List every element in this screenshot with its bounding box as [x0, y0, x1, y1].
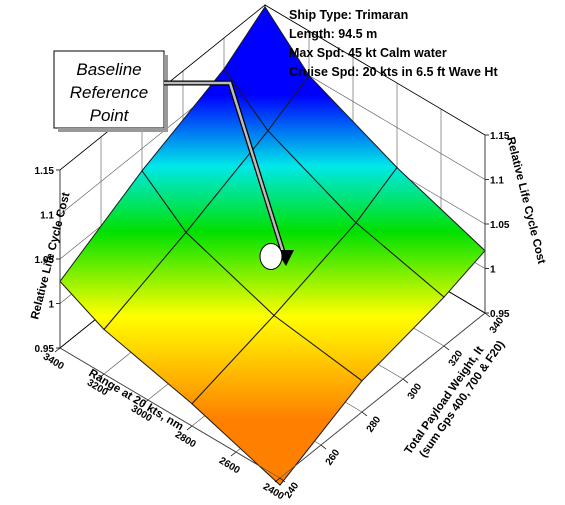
y-tick-mark [279, 477, 286, 483]
ship-type: Ship Type: Trimaran [289, 8, 408, 22]
z-tick-label-right: 1.1 [490, 176, 504, 187]
z-tick-label-right: 0.95 [490, 309, 510, 320]
callout-shadow-bottom [58, 128, 168, 132]
ship-info: Ship Type: Trimaran Length: 94.5 m Max S… [289, 8, 498, 79]
max-speed: Max Spd: 45 kt Calm water [289, 46, 447, 60]
x-tick-label: 2400 [261, 481, 286, 502]
z-tick-label-left: 1.05 [35, 255, 55, 266]
surface-plot [59, 5, 486, 486]
y-tick-mark [484, 312, 491, 318]
z-tick-label-left: 1.1 [40, 211, 54, 222]
y-tick-label: 280 [365, 414, 384, 434]
callout-arrow-shaft [164, 81, 286, 256]
callout-box [53, 50, 165, 129]
z-tick-label-right: 1 [490, 265, 496, 276]
x-tick-mark [230, 451, 237, 457]
z-tick-label-right: 1.15 [490, 131, 510, 142]
y-axis-line [279, 312, 486, 479]
callout-line-2: Reference [70, 83, 148, 102]
y-tick-label: 300 [406, 381, 425, 401]
y-tick-mark [361, 411, 368, 417]
callout-line-1: Baseline [76, 60, 141, 79]
x-tick-mark [54, 347, 61, 353]
z-tick-label-right: 1.05 [490, 220, 510, 231]
y-tick-label: 240 [283, 480, 302, 500]
x-axis-line [59, 347, 281, 479]
callout-line-3: Point [90, 106, 130, 125]
x-tick-label: 2800 [173, 429, 198, 450]
cruise-speed: Cruise Spd: 20 kts in 6.5 ft Wave Ht [289, 65, 498, 79]
surface-patch [191, 314, 363, 486]
x-tick-label: 2600 [217, 455, 242, 476]
y-tick-mark [443, 345, 450, 351]
z-tick-label-left: 0.95 [35, 344, 55, 355]
y-tick-label: 260 [324, 447, 343, 467]
x-tick-mark [98, 373, 105, 379]
callout-shadow-right [164, 55, 168, 132]
z-axis-title-right: Relative Life Cycle Cost [504, 136, 547, 266]
baseline-point-marker [259, 243, 283, 270]
ship-length: Length: 94.5 m [289, 27, 377, 41]
z-tick-label-left: 1.15 [35, 166, 55, 177]
x-tick-mark [186, 425, 193, 431]
x-tick-mark [142, 399, 149, 405]
y-tick-mark [320, 444, 327, 450]
z-tick-label-left: 1 [48, 300, 54, 311]
baseline-callout: Baseline Reference Point [53, 50, 294, 266]
x-tick-mark [274, 477, 281, 483]
y-tick-mark [402, 378, 409, 384]
